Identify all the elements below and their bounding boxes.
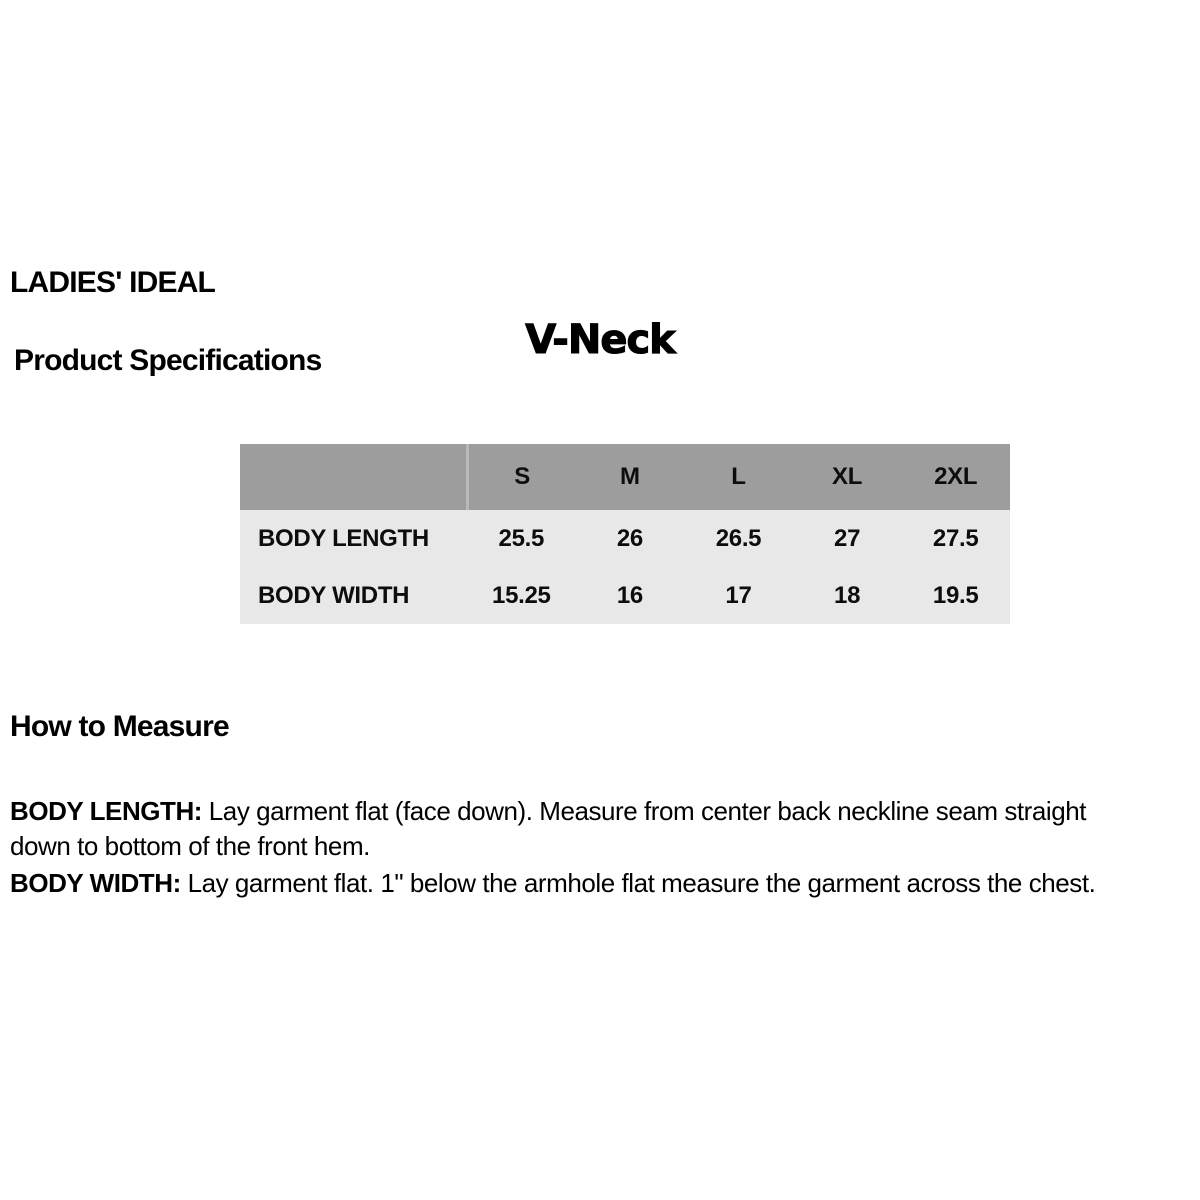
- column-header-m: M: [575, 444, 685, 510]
- body-length-m: 26: [575, 510, 685, 567]
- body-width-xl: 18: [792, 567, 902, 624]
- column-header-xl: XL: [792, 444, 902, 510]
- body-length-instruction-line1: BODY LENGTH: Lay garment flat (face down…: [10, 794, 1200, 829]
- body-width-l: 17: [684, 567, 793, 624]
- product-name: V-Neck: [525, 316, 677, 363]
- body-width-2xl: 19.5: [901, 567, 1010, 624]
- body-width-s: 15.25: [467, 567, 576, 624]
- body-width-instruction: BODY WIDTH: Lay garment flat. 1" below t…: [10, 866, 1200, 901]
- body-length-2xl: 27.5: [901, 510, 1010, 567]
- body-length-instruction-text: Lay garment flat (face down). Measure fr…: [208, 796, 1087, 826]
- body-length-xl: 27: [792, 510, 902, 567]
- table-row-body-width: BODY WIDTH 15.25 16 17 18 19.5: [240, 567, 1010, 624]
- measure-instructions: BODY LENGTH: Lay garment flat (face down…: [10, 794, 1200, 901]
- brand-title: LADIES' IDEAL: [10, 266, 216, 299]
- body-width-instruction-label: BODY WIDTH:: [10, 868, 181, 898]
- row-label-body-width: BODY WIDTH: [240, 567, 467, 624]
- body-width-m: 16: [575, 567, 685, 624]
- body-length-instruction-line2: down to bottom of the front hem.: [10, 831, 370, 861]
- column-header-s: S: [465, 444, 576, 510]
- body-length-l: 26.5: [684, 510, 793, 567]
- body-width-instruction-text: Lay garment flat. 1" below the armhole f…: [187, 868, 1096, 898]
- column-header-l: L: [684, 444, 793, 510]
- how-to-measure-heading: How to Measure: [10, 710, 230, 743]
- section-title: Product Specifications: [14, 344, 322, 377]
- row-label-body-length: BODY LENGTH: [240, 510, 467, 567]
- column-header-2xl: 2XL: [901, 444, 1010, 510]
- size-spec-table: S M L XL 2XL BODY LENGTH 25.5 26 26.5 27…: [240, 444, 1010, 624]
- corner-cell: [240, 444, 467, 510]
- table-row-body-length: BODY LENGTH 25.5 26 26.5 27 27.5: [240, 510, 1010, 567]
- table-header-row: S M L XL 2XL: [240, 444, 1010, 510]
- body-length-instruction-label: BODY LENGTH:: [10, 796, 203, 826]
- body-length-s: 25.5: [467, 510, 576, 567]
